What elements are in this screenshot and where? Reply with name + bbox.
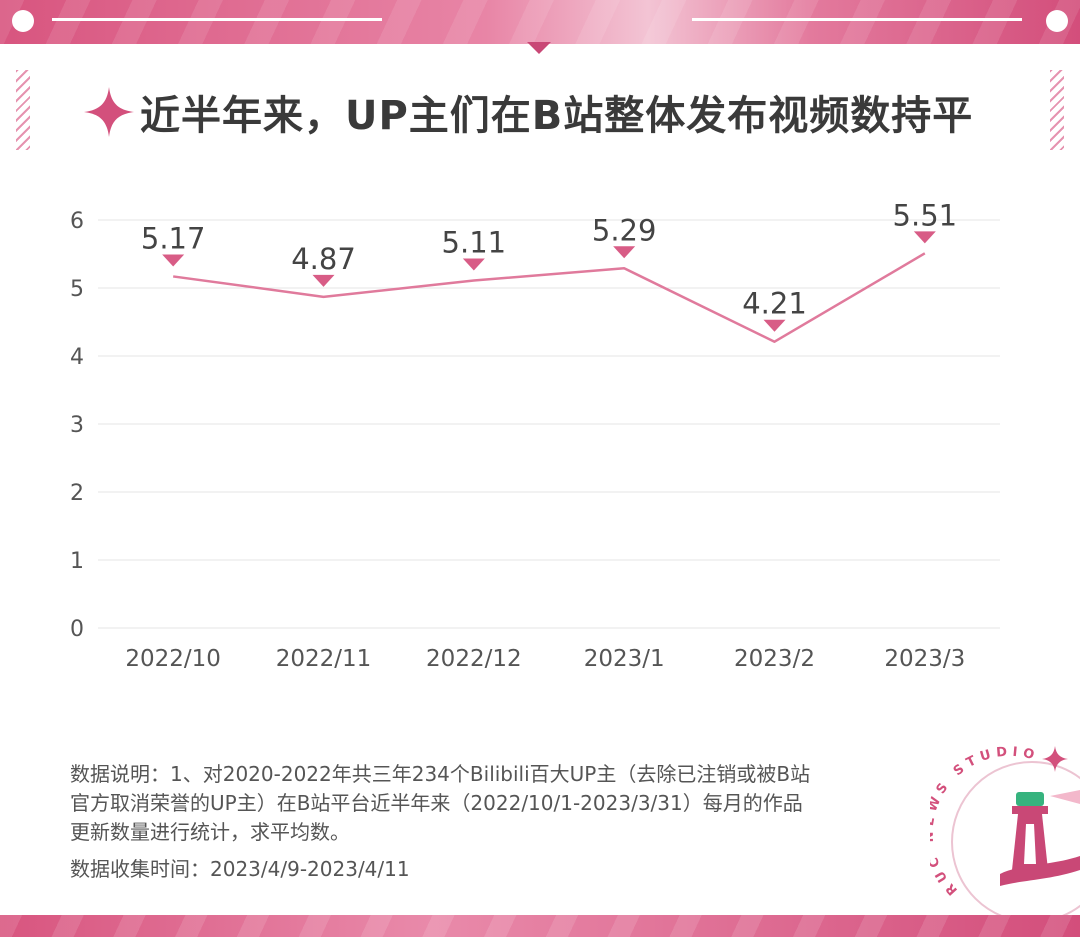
- logo-sparkle-icon: [1042, 746, 1068, 772]
- y-tick-label: 3: [70, 413, 84, 438]
- banner-dot-left: [12, 10, 34, 32]
- x-tick-label: 2022/12: [426, 646, 522, 672]
- banner-line-left: [52, 18, 382, 21]
- x-tick-label: 2023/1: [584, 646, 665, 672]
- x-tick-label: 2023/2: [734, 646, 815, 672]
- data-label: 4.87: [291, 242, 356, 276]
- banner-dot-right: [1046, 10, 1068, 32]
- data-marker: [613, 246, 636, 259]
- y-tick-label: 2: [70, 481, 84, 506]
- chart-gridlines: [98, 219, 1000, 629]
- data-label: 4.21: [742, 287, 807, 321]
- banner-line-right: [692, 18, 1022, 21]
- y-axis-ticks: 0 1 2 3 4 5 6: [70, 209, 84, 642]
- x-tick-label: 2022/11: [276, 646, 372, 672]
- data-marker: [913, 231, 936, 244]
- line-chart: 0 1 2 3 4 5 6 2022/10 2022/11 2022/12 2023/1 2023/…: [70, 198, 1000, 672]
- data-label: 5.11: [442, 226, 507, 260]
- data-marker: [462, 258, 485, 271]
- sparkle-star-icon: [84, 87, 134, 137]
- x-tick-label: 2023/3: [884, 646, 965, 672]
- note-line-3: 更新数量进行统计，求平均数。: [70, 820, 350, 844]
- banner-stripes: [0, 0, 1080, 44]
- data-markers: [162, 231, 936, 332]
- right-hatch-decoration: [1050, 70, 1064, 150]
- bottom-banner: [0, 915, 1080, 937]
- note-line-2: 官方取消荣誉的UP主）在B站平台近半年来（2022/10/1-2023/3/31…: [70, 791, 803, 815]
- y-tick-label: 5: [70, 277, 84, 302]
- y-tick-label: 1: [70, 549, 84, 574]
- collection-time: 数据收集时间：2023/4/9-2023/4/11: [70, 857, 410, 881]
- series-polyline: [172, 252, 926, 343]
- ruc-news-studio-logo: RUC NEWS STUDIO: [930, 745, 1080, 920]
- data-label: 5.29: [592, 213, 657, 247]
- x-tick-label: 2022/10: [125, 646, 221, 672]
- note-line-1: 数据说明：1、对2020-2022年共三年234个Bilibili百大UP主（去…: [70, 762, 811, 786]
- title-row: 近半年来，UP主们在B站整体发布视频数持平: [82, 80, 973, 144]
- data-notes: 数据说明：1、对2020-2022年共三年234个Bilibili百大UP主（去…: [70, 760, 910, 884]
- left-hatch-decoration: [16, 70, 30, 150]
- series-line: [172, 252, 926, 343]
- top-banner: [0, 0, 1080, 44]
- data-marker: [162, 254, 185, 267]
- data-label: 5.51: [893, 198, 958, 232]
- y-tick-label: 0: [70, 617, 84, 642]
- data-labels: 5.17 4.87 5.11 5.29 4.21 5.51: [141, 198, 957, 320]
- data-label: 5.17: [141, 221, 206, 255]
- data-marker: [312, 274, 335, 287]
- x-axis-ticks: 2022/10 2022/11 2022/12 2023/1 2023/2 2023/3: [125, 646, 965, 672]
- y-tick-label: 4: [70, 345, 84, 370]
- page-title: 近半年来，UP主们在B站整体发布视频数持平: [140, 93, 974, 139]
- data-marker: [763, 319, 786, 332]
- y-tick-label: 6: [70, 209, 84, 234]
- bottom-banner-stripes: [0, 915, 1080, 937]
- lighthouse-icon: [1000, 790, 1080, 886]
- banner-notch: [527, 42, 551, 54]
